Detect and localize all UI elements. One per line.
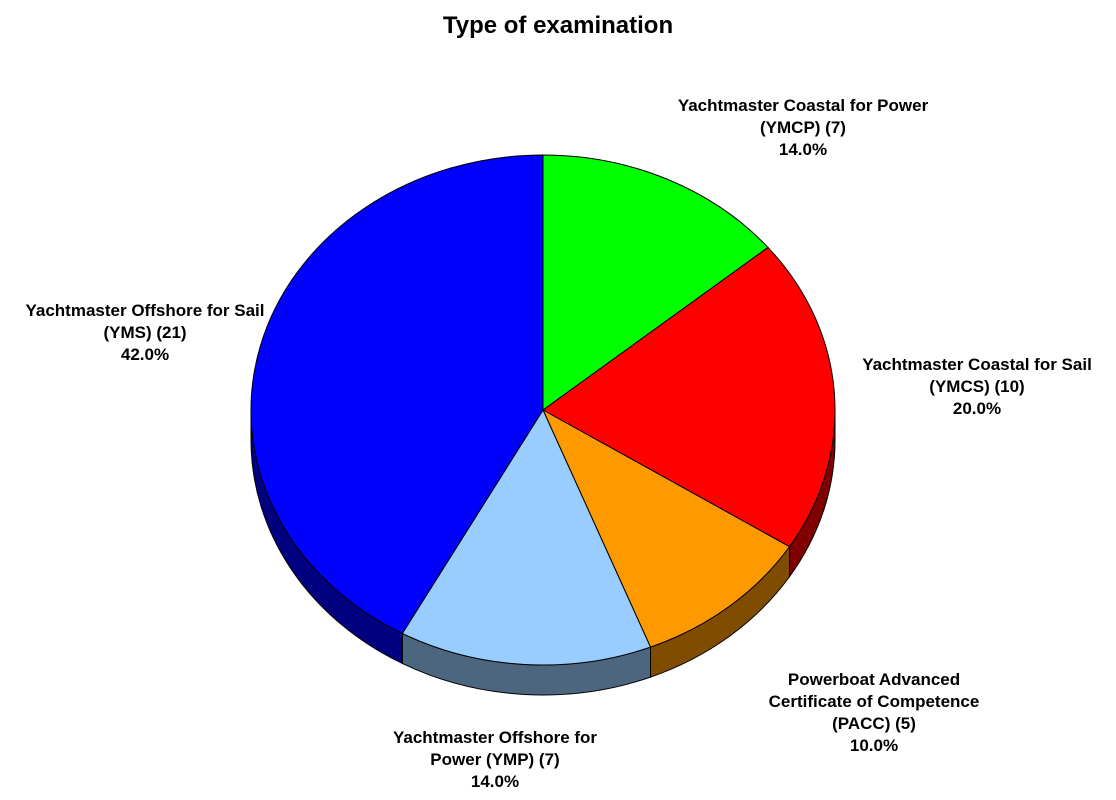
chart-title: Type of examination	[442, 12, 674, 39]
slice-label: Yachtmaster Offshore for Power (YMP) (7)…	[370, 727, 620, 793]
category-label: Yachtmaster Coastal for Power (YMCP) (7)	[677, 96, 929, 137]
pie-slice	[542, 246, 836, 548]
data-label: 20.0%	[952, 399, 1002, 418]
data-label: 42.0%	[120, 345, 170, 364]
slice-label: Yachtmaster Coastal for Sail (YMCS) (10)…	[842, 354, 1112, 420]
slice-label: Yachtmaster Offshore for Sail (YMS) (21)…	[10, 300, 280, 366]
slice-label: Yachtmaster Coastal for Power (YMCP) (7)…	[663, 95, 943, 161]
pie-slice	[401, 408, 652, 666]
category-label: Powerboat Advanced Certificate of Compet…	[768, 670, 980, 733]
data-label: 14.0%	[778, 140, 828, 159]
data-label: 10.0%	[849, 736, 899, 755]
category-label: Yachtmaster Coastal for Sail (YMCS) (10)	[862, 355, 1092, 396]
pie-slice	[542, 154, 769, 411]
pie-slice	[541, 408, 791, 648]
slice-label: Powerboat Advanced Certificate of Compet…	[744, 669, 1004, 757]
pie-slice	[250, 154, 544, 635]
category-label: Yachtmaster Offshore for Power (YMP) (7)	[392, 728, 598, 769]
data-label: 14.0%	[470, 772, 520, 791]
category-label: Yachtmaster Offshore for Sail (YMS) (21)	[25, 301, 265, 342]
